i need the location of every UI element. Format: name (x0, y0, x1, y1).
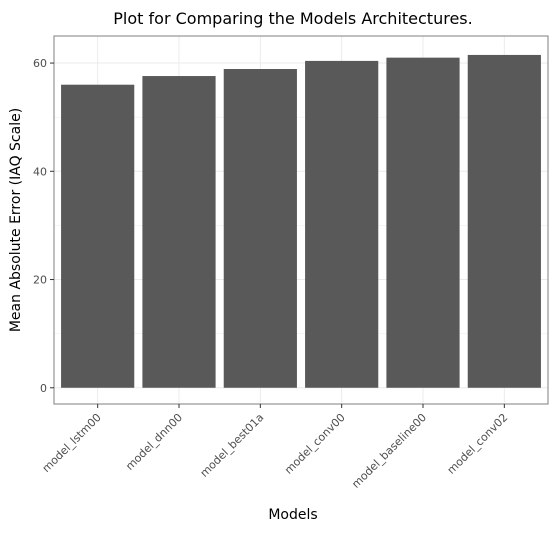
bars-layer (61, 54, 541, 388)
chart-title: Plot for Comparing the Models Architectu… (113, 9, 472, 28)
panel-border (53, 35, 549, 405)
bar-model_best01a (223, 69, 297, 388)
y-tick-label: 40 (33, 165, 47, 178)
bar-model_baseline00 (386, 57, 460, 388)
bar-model_conv00 (305, 60, 379, 388)
y-tick-label: 60 (33, 57, 47, 70)
bar-model_lstm00 (61, 84, 135, 388)
y-axis-title: Mean Absolute Error (IAQ Scale) (8, 108, 24, 332)
x-axis-title: Models (268, 507, 317, 523)
bar-model_conv02 (467, 54, 541, 388)
y-tick-label: 0 (40, 382, 47, 395)
y-axis: 0 20 40 60 (33, 57, 54, 395)
y-tick-label: 20 (33, 274, 47, 287)
bar-model_dnn00 (142, 76, 216, 388)
